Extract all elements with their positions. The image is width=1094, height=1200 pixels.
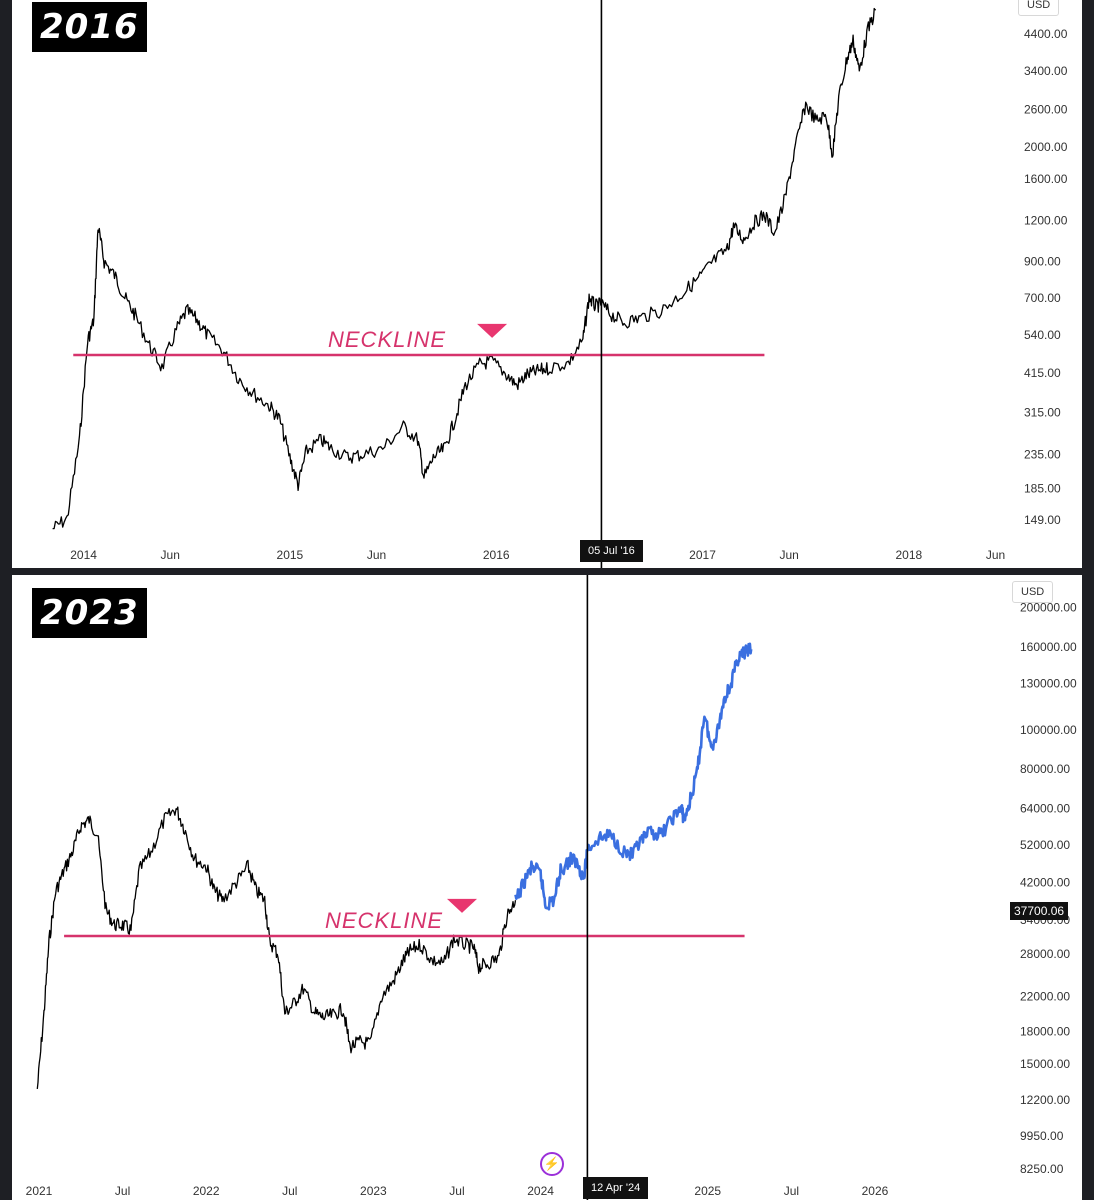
y-tick-label: 130000.00	[1020, 677, 1077, 691]
x-tick-label: Jul	[115, 1184, 130, 1198]
x-tick-label: Jun	[161, 548, 180, 562]
year-badge-2016: 2016	[32, 2, 147, 52]
y-tick-label: 2600.00	[1024, 103, 1068, 117]
x-tick-label: Jun	[367, 548, 386, 562]
crosshair-date-tag: 12 Apr '24	[583, 1177, 649, 1199]
x-tick-label: 2022	[193, 1184, 220, 1198]
y-tick-label: 28000.00	[1020, 947, 1070, 961]
down-triangle-marker	[477, 323, 508, 338]
x-tick-label: 2021	[26, 1184, 53, 1198]
y-tick-label: 415.00	[1024, 366, 1061, 380]
x-tick-label: Jul	[784, 1184, 799, 1198]
y-tick-label: 22000.00	[1020, 989, 1070, 1003]
x-tick-label: 2015	[277, 548, 304, 562]
y-tick-label: 12200.00	[1020, 1093, 1070, 1107]
y-tick-label: 4400.00	[1024, 27, 1068, 41]
x-tick-label: 2025	[694, 1184, 721, 1198]
y-tick-label: 80000.00	[1020, 762, 1070, 776]
chart-panel-2023: 200000.00 160000.00 130000.00 100000.00 8000…	[12, 575, 1082, 1200]
currency-unit-box[interactable]: USD	[1018, 0, 1060, 16]
x-tick-label: 2014	[70, 548, 97, 562]
chart-panel-2016: 4400.00 3400.00 2600.00 2000.00 1600.00 1200.…	[12, 0, 1082, 568]
y-tick-label: 8250.00	[1020, 1162, 1064, 1176]
x-tick-label: Jun	[779, 548, 798, 562]
neckline-label: NECKLINE	[325, 908, 443, 933]
y-tick-label: 700.00	[1024, 291, 1061, 305]
y-tick-label: 52000.00	[1020, 838, 1070, 852]
projection-series-line	[514, 642, 753, 911]
chart-2023-svg: 200000.00 160000.00 130000.00 100000.00 8000…	[26, 575, 1077, 1200]
y-tick-label: 100000.00	[1020, 723, 1077, 737]
x-tick-label: 2016	[483, 548, 510, 562]
y-tick-label: 200000.00	[1020, 601, 1077, 615]
y-tick-label: 1600.00	[1024, 172, 1068, 186]
current-price-tag: 37700.06	[1010, 902, 1069, 920]
price-series-line	[36, 806, 517, 1089]
y-tick-label: 160000.00	[1020, 640, 1077, 654]
y-tick-label: 42000.00	[1020, 876, 1070, 890]
y-tick-label: 149.00	[1024, 513, 1061, 527]
y-tick-label: 2000.00	[1024, 140, 1068, 154]
neckline-label: NECKLINE	[328, 327, 446, 352]
x-tick-label: 2023	[360, 1184, 387, 1198]
x-tick-label: 2018	[895, 548, 922, 562]
y-tick-label: 9950.00	[1020, 1129, 1064, 1143]
crosshair-date-tag: 05 Jul '16	[580, 540, 643, 562]
x-tick-label: Jul	[449, 1184, 464, 1198]
y-tick-label: 64000.00	[1020, 801, 1070, 815]
chart-2016-svg: 4400.00 3400.00 2600.00 2000.00 1600.00 1200.…	[52, 0, 1068, 568]
x-tick-label: 2024	[527, 1184, 554, 1198]
x-tick-label: 2026	[862, 1184, 889, 1198]
price-series-line	[52, 7, 877, 530]
y-tick-label: 235.00	[1024, 447, 1061, 461]
y-tick-label: 185.00	[1024, 482, 1061, 496]
lightning-icon[interactable]: ⚡	[540, 1152, 564, 1176]
year-badge-2023: 2023	[32, 588, 147, 638]
y-tick-label: 3400.00	[1024, 64, 1068, 78]
x-tick-label: Jul	[282, 1184, 297, 1198]
y-tick-label: 1200.00	[1024, 213, 1068, 227]
x-tick-label: Jun	[986, 548, 1005, 562]
currency-unit-box[interactable]: USD	[1012, 581, 1054, 603]
y-tick-label: 900.00	[1024, 255, 1061, 269]
down-triangle-marker	[446, 898, 477, 913]
y-tick-label: 315.00	[1024, 405, 1061, 419]
y-tick-label: 540.00	[1024, 328, 1061, 342]
x-tick-label: 2017	[689, 548, 716, 562]
y-tick-label: 15000.00	[1020, 1057, 1070, 1071]
y-tick-label: 18000.00	[1020, 1025, 1070, 1039]
